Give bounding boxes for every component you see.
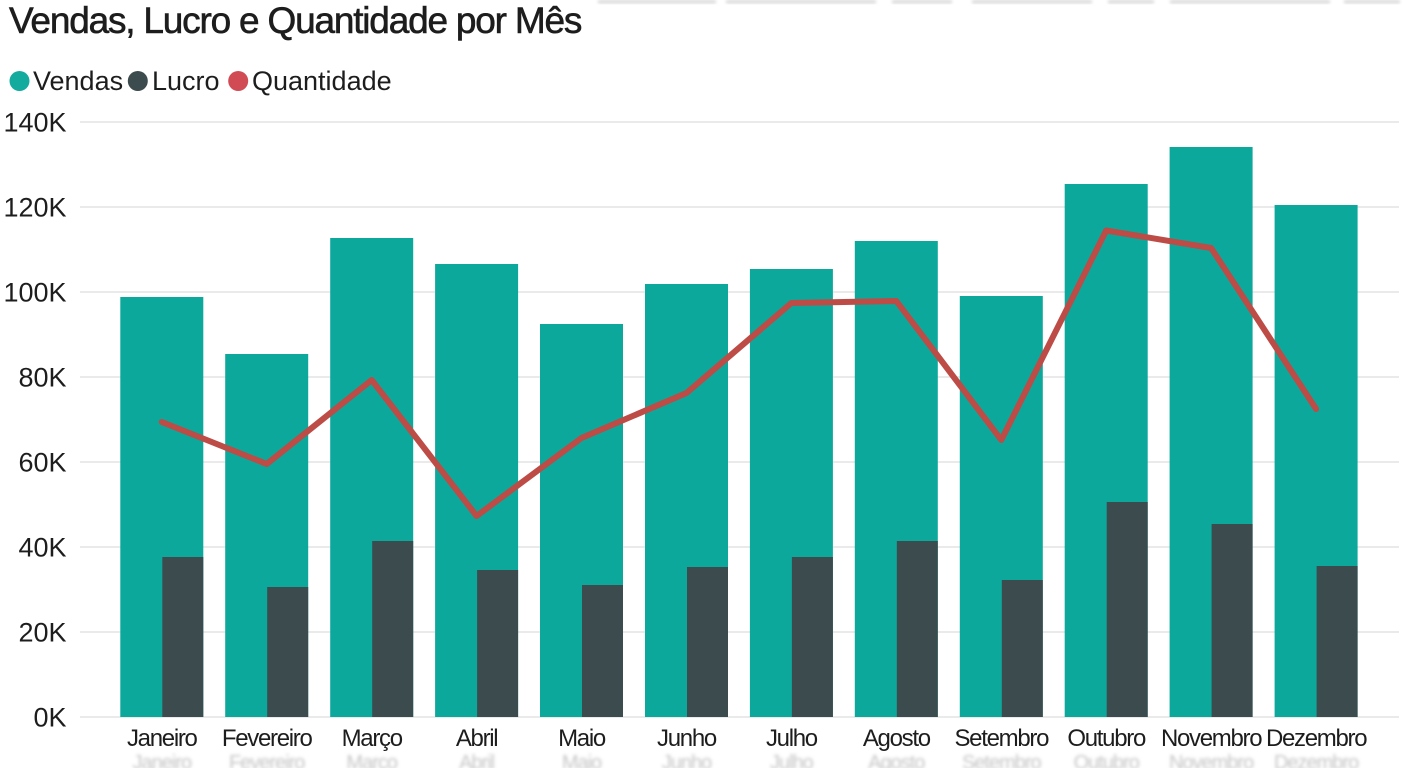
svg-text:Dezembro: Dezembro <box>1274 752 1359 768</box>
svg-text:Novembro: Novembro <box>1169 752 1254 768</box>
svg-text:Setembro: Setembro <box>954 725 1049 752</box>
svg-text:Outubro: Outubro <box>1074 752 1140 768</box>
svg-text:80K: 80K <box>18 363 66 393</box>
svg-text:Março: Março <box>346 752 397 768</box>
svg-text:40K: 40K <box>18 533 66 563</box>
svg-text:Dezembro: Dezembro <box>1266 725 1367 752</box>
svg-text:Agosto: Agosto <box>868 752 925 768</box>
svg-text:0K: 0K <box>33 703 66 733</box>
svg-text:Julho: Julho <box>770 752 814 768</box>
svg-text:Vendas, Lucro e Quantidade por: Vendas, Lucro e Quantidade por Mês <box>9 0 582 41</box>
svg-text:Vendas: Vendas <box>33 66 123 96</box>
svg-text:Janeiro: Janeiro <box>127 725 198 752</box>
svg-text:Junho: Junho <box>662 752 712 768</box>
svg-text:140K: 140K <box>3 108 66 138</box>
svg-text:Lucro: Lucro <box>152 66 220 96</box>
svg-text:Setembro: Setembro <box>962 752 1042 768</box>
svg-text:Novembro: Novembro <box>1161 725 1262 752</box>
svg-text:Maio: Maio <box>562 752 602 768</box>
svg-text:Junho: Junho <box>657 725 717 752</box>
svg-text:Maio: Maio <box>558 725 606 752</box>
svg-text:60K: 60K <box>18 448 66 478</box>
svg-text:Fevereiro: Fevereiro <box>229 752 305 768</box>
svg-text:Janeiro: Janeiro <box>132 752 191 768</box>
svg-text:Fevereiro: Fevereiro <box>222 725 313 752</box>
svg-text:100K: 100K <box>3 278 66 308</box>
svg-text:Agosto: Agosto <box>863 725 931 752</box>
svg-text:120K: 120K <box>3 193 66 223</box>
svg-text:Abril: Abril <box>459 752 495 768</box>
svg-text:20K: 20K <box>18 618 66 648</box>
svg-text:Outubro: Outubro <box>1067 725 1146 752</box>
svg-text:Quantidade: Quantidade <box>252 66 392 96</box>
svg-text:Abril: Abril <box>456 725 498 752</box>
svg-text:Julho: Julho <box>766 725 818 752</box>
svg-text:Março: Março <box>342 725 403 752</box>
